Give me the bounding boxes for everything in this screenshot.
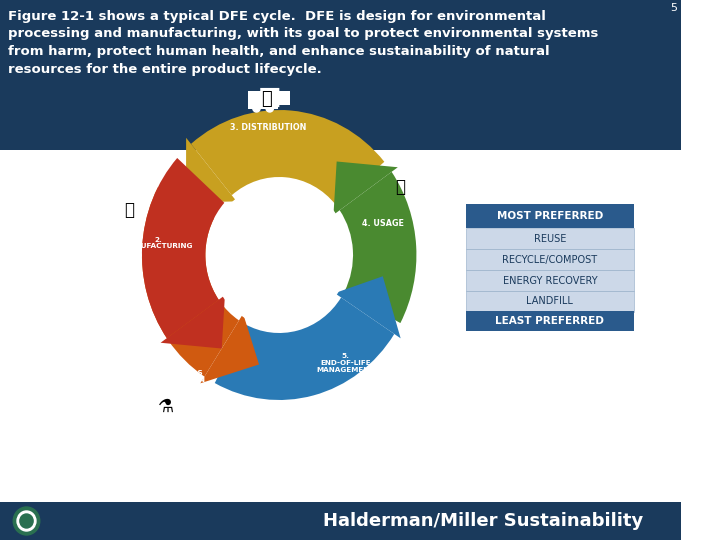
Text: ♻: ♻ <box>323 388 340 408</box>
Circle shape <box>13 507 40 535</box>
FancyBboxPatch shape <box>466 204 634 228</box>
Text: Halderman/Miller Sustainability: Halderman/Miller Sustainability <box>323 512 644 530</box>
Text: RECYCLE/COMPOST: RECYCLE/COMPOST <box>503 254 598 265</box>
Text: 3. DISTRIBUTION: 3. DISTRIBUTION <box>230 123 306 132</box>
FancyBboxPatch shape <box>466 249 634 270</box>
Text: 🏭: 🏭 <box>125 201 135 219</box>
FancyBboxPatch shape <box>250 94 276 107</box>
Text: 1.
MATERIALS
EXTRACTION: 1. MATERIALS EXTRACTION <box>154 363 206 383</box>
Text: 5: 5 <box>670 3 677 13</box>
Text: ■: ■ <box>258 85 282 109</box>
FancyBboxPatch shape <box>274 91 289 105</box>
FancyBboxPatch shape <box>0 0 681 150</box>
Text: 🍶: 🍶 <box>395 178 405 196</box>
Text: MOST PREFERRED: MOST PREFERRED <box>497 211 603 221</box>
Circle shape <box>266 104 274 112</box>
FancyBboxPatch shape <box>466 291 634 312</box>
Wedge shape <box>215 298 395 400</box>
Wedge shape <box>142 187 239 376</box>
Polygon shape <box>186 138 237 202</box>
FancyBboxPatch shape <box>466 311 634 331</box>
Text: ENERGY RECOVERY: ENERGY RECOVERY <box>503 275 597 286</box>
Circle shape <box>253 104 260 112</box>
Polygon shape <box>333 161 398 215</box>
FancyBboxPatch shape <box>466 270 634 291</box>
Wedge shape <box>340 172 416 323</box>
Text: 4. USAGE: 4. USAGE <box>362 219 404 227</box>
Polygon shape <box>161 295 225 348</box>
Text: REUSE: REUSE <box>534 233 566 244</box>
Text: 2.
MANUFACTURING: 2. MANUFACTURING <box>123 237 193 249</box>
Circle shape <box>20 514 33 528</box>
Text: ⚗: ⚗ <box>158 398 174 416</box>
Text: 5.
END-OF-LIFE
MANAGEMENT: 5. END-OF-LIFE MANAGEMENT <box>316 353 374 373</box>
Circle shape <box>211 183 347 327</box>
FancyBboxPatch shape <box>0 502 681 540</box>
Wedge shape <box>142 158 225 338</box>
Text: LEAST PREFERRED: LEAST PREFERRED <box>495 316 604 326</box>
FancyBboxPatch shape <box>248 91 278 109</box>
FancyBboxPatch shape <box>466 228 634 249</box>
Circle shape <box>17 511 36 531</box>
Wedge shape <box>191 110 384 205</box>
Text: 🚛: 🚛 <box>261 90 272 108</box>
Text: LANDFILL: LANDFILL <box>526 296 573 307</box>
Polygon shape <box>200 314 259 383</box>
Text: Figure 12-1 shows a typical DFE cycle.  DFE is design for environmental
processi: Figure 12-1 shows a typical DFE cycle. D… <box>8 10 598 76</box>
Polygon shape <box>335 276 400 339</box>
